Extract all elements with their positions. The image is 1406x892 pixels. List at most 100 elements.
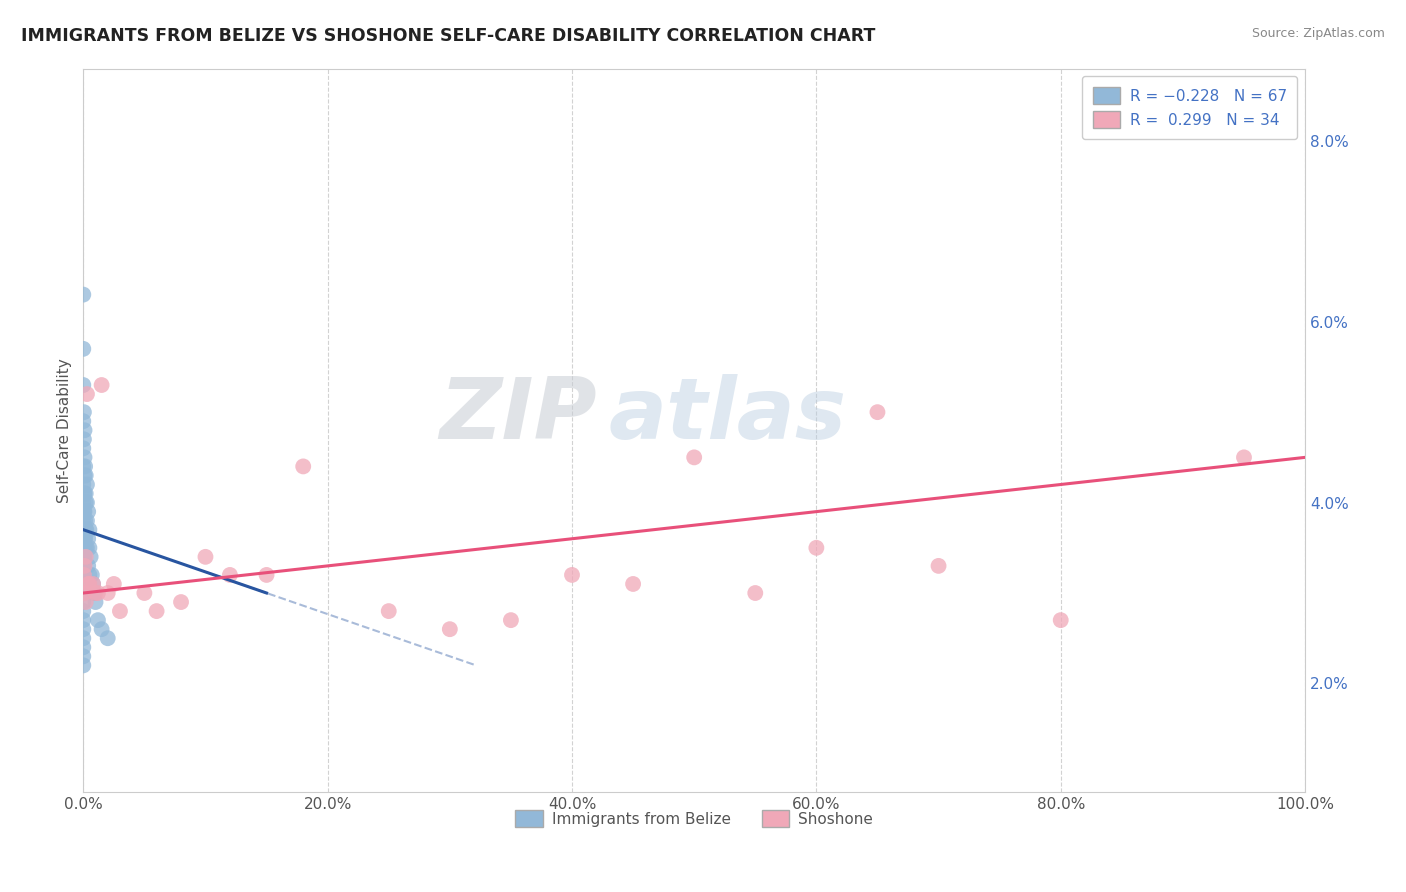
Point: [219, 568, 242, 582]
Point: [87, 586, 110, 600]
Point: [72, 442, 94, 456]
Point: [108, 604, 131, 618]
Point: [377, 604, 399, 618]
Point: [76, 541, 98, 555]
Point: [73, 468, 96, 483]
Point: [72, 549, 94, 564]
Text: IMMIGRANTS FROM BELIZE VS SHOSHONE SELF-CARE DISABILITY CORRELATION CHART: IMMIGRANTS FROM BELIZE VS SHOSHONE SELF-…: [21, 27, 876, 45]
Point: [75, 495, 97, 509]
Point: [77, 532, 100, 546]
Point: [73, 532, 96, 546]
Point: [84, 586, 107, 600]
Point: [256, 568, 278, 582]
Point: [97, 586, 120, 600]
Point: [75, 523, 97, 537]
Point: [79, 568, 101, 582]
Point: [73, 568, 96, 582]
Point: [72, 541, 94, 555]
Point: [72, 586, 94, 600]
Point: [75, 595, 97, 609]
Point: [292, 459, 315, 474]
Point: [76, 495, 98, 509]
Point: [72, 495, 94, 509]
Point: [72, 640, 94, 655]
Point: [866, 405, 889, 419]
Point: [79, 541, 101, 555]
Point: [499, 613, 522, 627]
Point: [170, 595, 193, 609]
Point: [75, 541, 97, 555]
Point: [439, 622, 461, 636]
Point: [744, 586, 766, 600]
Point: [73, 558, 96, 573]
Point: [77, 577, 100, 591]
Point: [90, 622, 112, 636]
Point: [72, 658, 94, 673]
Point: [75, 549, 97, 564]
Point: [87, 613, 110, 627]
Point: [683, 450, 706, 465]
Point: [73, 432, 96, 446]
Point: [72, 342, 94, 356]
Text: atlas: atlas: [609, 375, 846, 458]
Point: [806, 541, 828, 555]
Point: [72, 514, 94, 528]
Point: [73, 423, 96, 437]
Point: [72, 532, 94, 546]
Point: [79, 577, 101, 591]
Legend: Immigrants from Belize, Shoshone: Immigrants from Belize, Shoshone: [508, 802, 880, 835]
Point: [73, 405, 96, 419]
Point: [621, 577, 644, 591]
Point: [73, 523, 96, 537]
Point: [72, 622, 94, 636]
Point: [77, 505, 100, 519]
Point: [79, 523, 101, 537]
Point: [80, 568, 103, 582]
Point: [75, 532, 97, 546]
Point: [75, 486, 97, 500]
Point: [72, 558, 94, 573]
Point: [84, 595, 107, 609]
Point: [73, 486, 96, 500]
Point: [76, 387, 98, 401]
Point: [134, 586, 156, 600]
Point: [72, 604, 94, 618]
Point: [72, 568, 94, 582]
Point: [76, 477, 98, 491]
Point: [73, 505, 96, 519]
Point: [72, 577, 94, 591]
Point: [72, 649, 94, 664]
Point: [561, 568, 583, 582]
Point: [73, 486, 96, 500]
Point: [77, 558, 100, 573]
Point: [73, 450, 96, 465]
Point: [75, 468, 97, 483]
Y-axis label: Self-Care Disability: Self-Care Disability: [58, 358, 72, 502]
Point: [72, 287, 94, 301]
Point: [72, 378, 94, 392]
Point: [75, 523, 97, 537]
Point: [194, 549, 217, 564]
Point: [72, 613, 94, 627]
Point: [97, 632, 120, 646]
Point: [73, 541, 96, 555]
Point: [72, 523, 94, 537]
Point: [75, 514, 97, 528]
Point: [73, 586, 96, 600]
Point: [72, 632, 94, 646]
Point: [79, 549, 101, 564]
Point: [72, 414, 94, 428]
Point: [82, 577, 104, 591]
Point: [72, 459, 94, 474]
Point: [73, 549, 96, 564]
Point: [73, 505, 96, 519]
Point: [76, 514, 98, 528]
Point: [83, 586, 105, 600]
Point: [72, 505, 94, 519]
Point: [90, 378, 112, 392]
Text: ZIP: ZIP: [439, 375, 596, 458]
Point: [73, 558, 96, 573]
Point: [928, 558, 950, 573]
Point: [82, 577, 104, 591]
Text: Source: ZipAtlas.com: Source: ZipAtlas.com: [1251, 27, 1385, 40]
